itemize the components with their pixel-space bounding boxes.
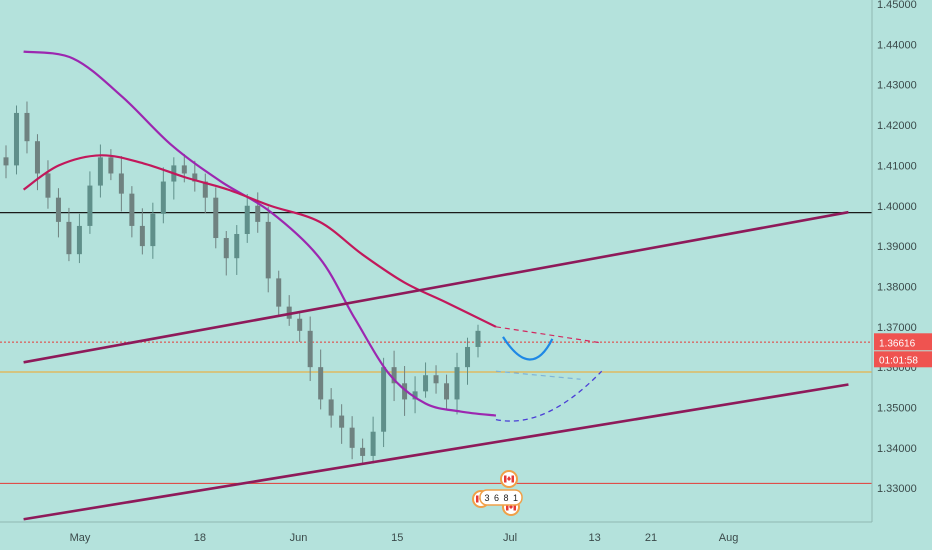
candle-body[interactable] (181, 165, 187, 174)
candle-body[interactable] (318, 367, 324, 400)
candle-body[interactable] (150, 213, 156, 247)
candle-body[interactable] (129, 193, 135, 226)
candle-body[interactable] (255, 205, 261, 222)
candle-body[interactable] (370, 431, 376, 456)
last-price-label: 1.36616 (879, 338, 916, 349)
time-tick-label: 21 (645, 532, 657, 544)
price-tick-label: 1.33000 (877, 483, 917, 495)
candle-body[interactable] (76, 225, 82, 255)
candle-body[interactable] (87, 185, 93, 226)
price-tick-label: 1.38000 (877, 281, 917, 293)
candle-body[interactable] (108, 157, 114, 174)
time-tick-label: 15 (391, 532, 403, 544)
candle-body[interactable] (66, 221, 72, 255)
candle-body[interactable] (349, 427, 355, 448)
last-price-badge[interactable] (874, 333, 932, 351)
candle-body[interactable] (276, 278, 282, 307)
candle-body[interactable] (444, 383, 450, 400)
event-count-pill[interactable] (479, 489, 523, 506)
candle-body[interactable] (223, 238, 229, 259)
time-axis[interactable]: May 18 Jun 15 Jul 13 21 Aug (0, 521, 872, 544)
candle-body[interactable] (339, 415, 345, 428)
candle-body[interactable] (465, 346, 471, 368)
candle-body[interactable] (360, 447, 366, 456)
candle-body[interactable] (160, 181, 166, 214)
series-MA-purple[interactable] (23, 50, 497, 417)
candle-body[interactable] (55, 197, 61, 222)
series-MA-crimson[interactable] (22, 154, 497, 328)
price-axis[interactable]: 1.45000 1.44000 1.43000 1.42000 1.41000 1.400… (871, 0, 932, 550)
projection-lower-arc[interactable] (495, 370, 603, 422)
candle-body[interactable] (234, 233, 240, 259)
candle-body[interactable] (402, 383, 408, 400)
candle-body[interactable] (192, 173, 198, 182)
price-tick-label: 1.42000 (877, 120, 917, 132)
event-count-label: 3 (484, 493, 489, 503)
projection-upper-dashed[interactable] (495, 326, 602, 344)
price-tick-label: 1.37000 (877, 322, 917, 334)
time-tick-label: 13 (589, 532, 601, 544)
candle-body[interactable] (13, 112, 19, 166)
candle-body[interactable] (381, 367, 387, 432)
price-tick-label: 1.39000 (877, 241, 917, 253)
lower-channel-line[interactable] (23, 383, 849, 521)
candle-body[interactable] (118, 173, 124, 194)
candle-body[interactable] (139, 225, 145, 247)
projection-blue-arc[interactable] (502, 336, 554, 361)
candle-body[interactable] (24, 112, 30, 142)
candle-body[interactable] (34, 141, 40, 174)
price-tick-label: 1.40000 (877, 201, 917, 213)
countdown-label: 01:01:58 (879, 355, 918, 366)
candle-body[interactable] (412, 391, 418, 400)
candle-body[interactable] (45, 173, 51, 198)
price-tick-label: 1.34000 (877, 443, 917, 455)
candle-body[interactable] (97, 157, 103, 186)
price-tick-label: 1.35000 (877, 403, 917, 415)
candle-body[interactable] (328, 399, 334, 416)
candle-body[interactable] (265, 221, 271, 279)
canada-flag-icon[interactable] (500, 470, 518, 488)
time-tick-label: Jul (503, 532, 517, 544)
time-tick-label: Aug (719, 532, 739, 544)
event-count-label: 1 (513, 493, 518, 503)
candle-body[interactable] (391, 367, 397, 384)
candles[interactable] (3, 101, 481, 465)
candle-body[interactable] (433, 375, 439, 384)
candle-body[interactable] (307, 330, 313, 368)
time-tick-label: 18 (194, 532, 206, 544)
price-tick-label: 1.44000 (877, 39, 917, 51)
price-tick-label: 1.41000 (877, 160, 917, 172)
price-tick-label: 1.43000 (877, 80, 917, 92)
event-count-label: 8 (503, 493, 508, 503)
candle-body[interactable] (244, 205, 250, 234)
countdown-badge[interactable] (874, 351, 932, 368)
price-tick-label: 1.45000 (877, 0, 917, 11)
candle-body[interactable] (3, 157, 9, 166)
candle-body[interactable] (297, 318, 303, 331)
time-tick-label: May (70, 532, 91, 544)
candle-body[interactable] (475, 330, 481, 347)
candle-body[interactable] (423, 375, 429, 392)
price-axis-bg (872, 0, 932, 550)
candle-body[interactable] (213, 197, 219, 239)
candle-body[interactable] (454, 367, 460, 400)
time-tick-label: Jun (290, 532, 308, 544)
event-count-label: 6 (494, 493, 499, 503)
candle-body[interactable] (202, 181, 208, 198)
upper-channel-line[interactable] (23, 210, 849, 364)
